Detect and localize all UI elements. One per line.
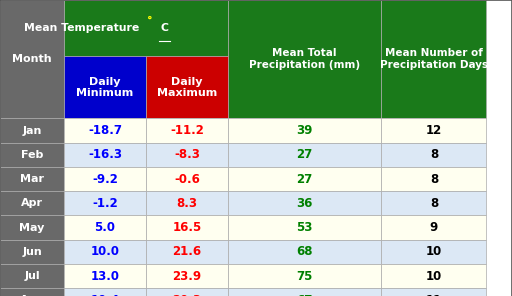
Bar xyxy=(64,167,146,191)
Bar xyxy=(0,167,64,191)
Bar xyxy=(146,240,228,264)
Text: 53: 53 xyxy=(296,221,313,234)
Text: 10: 10 xyxy=(426,270,442,283)
Bar xyxy=(146,143,228,167)
Text: °: ° xyxy=(147,16,153,26)
Bar xyxy=(64,143,146,167)
Text: Mean Total
Precipitation (mm): Mean Total Precipitation (mm) xyxy=(249,49,360,70)
Bar xyxy=(381,118,486,143)
Text: -0.6: -0.6 xyxy=(174,173,200,186)
Bar xyxy=(228,215,381,240)
Text: 8: 8 xyxy=(430,173,438,186)
Text: 68: 68 xyxy=(296,245,313,258)
Bar xyxy=(0,0,64,118)
Text: C: C xyxy=(160,23,168,33)
Bar xyxy=(228,240,381,264)
Bar xyxy=(0,191,64,215)
Text: -1.2: -1.2 xyxy=(92,197,118,210)
Bar xyxy=(0,215,64,240)
Bar xyxy=(381,264,486,288)
Text: -8.3: -8.3 xyxy=(174,148,200,161)
Text: 20.3: 20.3 xyxy=(173,294,201,296)
Bar xyxy=(146,215,228,240)
Bar xyxy=(381,215,486,240)
Bar xyxy=(0,240,64,264)
Bar xyxy=(64,240,146,264)
Text: 21.6: 21.6 xyxy=(173,245,201,258)
Text: -9.2: -9.2 xyxy=(92,173,118,186)
Bar xyxy=(64,0,228,56)
Text: 10.4: 10.4 xyxy=(91,294,119,296)
Text: 8: 8 xyxy=(430,197,438,210)
Bar xyxy=(0,288,64,296)
Bar xyxy=(146,167,228,191)
Text: 5.0: 5.0 xyxy=(94,221,116,234)
Bar xyxy=(64,191,146,215)
Text: 12: 12 xyxy=(426,124,442,137)
Text: Daily
Minimum: Daily Minimum xyxy=(76,77,134,98)
Bar xyxy=(64,288,146,296)
Text: Mean Number of
Precipitation Days: Mean Number of Precipitation Days xyxy=(380,49,488,70)
Text: 67: 67 xyxy=(296,294,313,296)
Bar xyxy=(146,118,228,143)
Text: -18.7: -18.7 xyxy=(88,124,122,137)
Bar xyxy=(381,240,486,264)
Bar xyxy=(381,0,486,118)
Text: 8.3: 8.3 xyxy=(176,197,198,210)
Text: Jan: Jan xyxy=(23,126,41,136)
Text: 36: 36 xyxy=(296,197,313,210)
Bar xyxy=(228,143,381,167)
Bar xyxy=(381,167,486,191)
Text: Jun: Jun xyxy=(22,247,42,257)
Bar xyxy=(0,118,64,143)
Text: 10.0: 10.0 xyxy=(91,245,119,258)
Text: 11: 11 xyxy=(426,294,442,296)
Text: 16.5: 16.5 xyxy=(172,221,202,234)
Bar xyxy=(64,118,146,143)
Text: May: May xyxy=(19,223,45,233)
Text: Mean Temperature: Mean Temperature xyxy=(25,23,143,33)
Bar xyxy=(381,191,486,215)
Text: 39: 39 xyxy=(296,124,313,137)
Text: Daily
Maximum: Daily Maximum xyxy=(157,77,217,98)
Bar xyxy=(228,118,381,143)
Bar xyxy=(0,143,64,167)
Text: 9: 9 xyxy=(430,221,438,234)
Bar xyxy=(64,264,146,288)
Bar xyxy=(146,288,228,296)
Text: 27: 27 xyxy=(296,148,313,161)
Text: -11.2: -11.2 xyxy=(170,124,204,137)
Bar xyxy=(228,191,381,215)
Text: 75: 75 xyxy=(296,270,313,283)
Text: 13.0: 13.0 xyxy=(91,270,119,283)
Bar xyxy=(228,167,381,191)
Text: Jul: Jul xyxy=(24,271,40,281)
Text: 10: 10 xyxy=(426,245,442,258)
Bar xyxy=(228,264,381,288)
Bar xyxy=(146,264,228,288)
Bar xyxy=(146,191,228,215)
Text: Apr: Apr xyxy=(21,198,43,208)
Bar xyxy=(146,56,228,118)
Bar xyxy=(64,56,146,118)
Bar xyxy=(64,215,146,240)
Text: 27: 27 xyxy=(296,173,313,186)
Text: -16.3: -16.3 xyxy=(88,148,122,161)
Text: 8: 8 xyxy=(430,148,438,161)
Text: Aug: Aug xyxy=(20,295,44,296)
Text: Month: Month xyxy=(12,54,52,64)
Bar xyxy=(381,143,486,167)
Bar xyxy=(0,264,64,288)
Bar xyxy=(381,288,486,296)
Bar xyxy=(228,0,381,118)
Text: 23.9: 23.9 xyxy=(173,270,201,283)
Bar xyxy=(228,288,381,296)
Text: Mar: Mar xyxy=(20,174,44,184)
Text: Feb: Feb xyxy=(21,150,43,160)
